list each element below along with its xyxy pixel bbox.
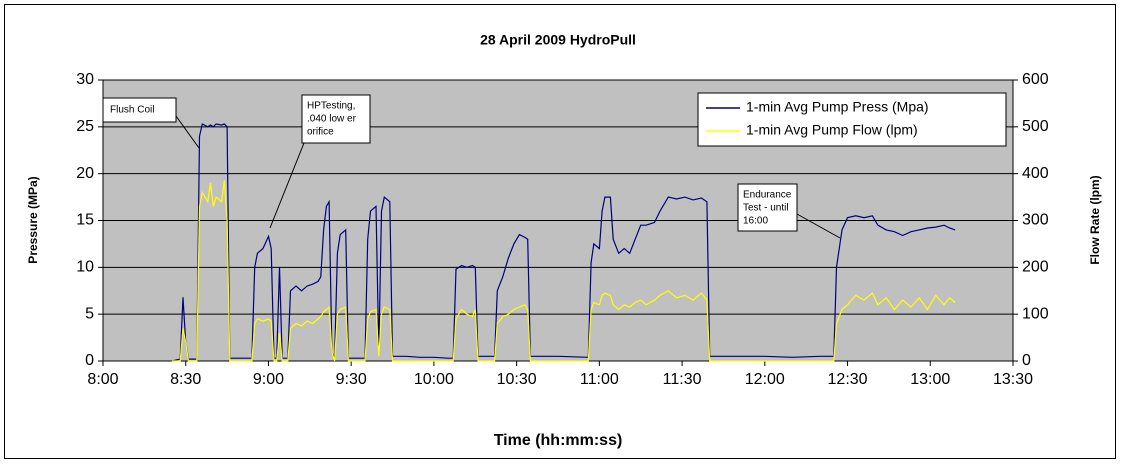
callout-line [269, 142, 305, 229]
annotation-text: Endurance [743, 190, 792, 201]
x-tick-label: 8:30 [170, 371, 201, 388]
y2-tick-label: 300 [1022, 212, 1049, 229]
y-tick-label: 5 [85, 305, 94, 322]
y-tick-label: 30 [76, 71, 94, 88]
callout-line [175, 115, 200, 149]
legend-box [697, 92, 1007, 147]
series-line [171, 123, 956, 362]
legend-label: 1-min Avg Pump Press (Mpa) [746, 99, 929, 115]
callout-line [796, 213, 841, 239]
annotation-text: HPTesting, [307, 101, 355, 112]
y-tick-label: 25 [76, 118, 94, 135]
y2-tick-label: 0 [1022, 352, 1031, 369]
annotation-box [737, 183, 798, 232]
y-axis-title: Pressure (MPa) [26, 176, 40, 263]
x-tick-label: 8:00 [87, 371, 118, 388]
annotation-text: Test - until [743, 203, 789, 214]
chart-title: 28 April 2009 HydroPull [480, 32, 636, 48]
y-tick-label: 15 [76, 212, 94, 229]
x-tick-label: 12:00 [745, 371, 785, 388]
x-tick-label: 11:30 [663, 371, 702, 388]
y2-tick-label: 400 [1022, 165, 1049, 182]
x-tick-label: 13:30 [993, 371, 1033, 388]
x-tick-label: 13:00 [910, 371, 950, 388]
x-axis-title: Time (hh:mm:ss) [494, 432, 623, 449]
y2-tick-label: 200 [1022, 259, 1049, 276]
x-tick-label: 9:00 [253, 371, 284, 388]
annotation-text: 16:00 [743, 216, 768, 227]
x-tick-label: 12:30 [828, 371, 868, 388]
y2-tick-label: 100 [1022, 305, 1049, 322]
y-tick-label: 0 [85, 352, 94, 369]
y2-tick-label: 600 [1022, 71, 1049, 88]
y-tick-label: 10 [76, 259, 94, 276]
x-tick-label: 10:00 [414, 371, 454, 388]
series-line [171, 180, 956, 362]
annotations: Flush Coil HPTesting, .040 low er orific… [102, 94, 841, 239]
x-tick-label: 10:30 [497, 371, 537, 388]
y2-tick-label: 500 [1022, 118, 1049, 135]
y2-axis-title: Flow Rate (lpm) [1088, 175, 1102, 264]
annotation-box [301, 94, 371, 144]
x-tick-label: 11:00 [580, 371, 619, 388]
y-tick-label: 20 [76, 165, 94, 182]
legend: 1-min Avg Pump Press (Mpa) 1-min Avg Pump… [697, 92, 1007, 147]
annotation-text: orifice [307, 127, 334, 138]
x-tick-label: 9:30 [336, 371, 367, 388]
annotation-text: Flush Coil [110, 105, 154, 116]
legend-label: 1-min Avg Pump Flow (lpm) [746, 122, 918, 138]
annotation-box [102, 97, 177, 123]
annotation-text: .040 low er [307, 114, 357, 125]
series [171, 123, 956, 362]
